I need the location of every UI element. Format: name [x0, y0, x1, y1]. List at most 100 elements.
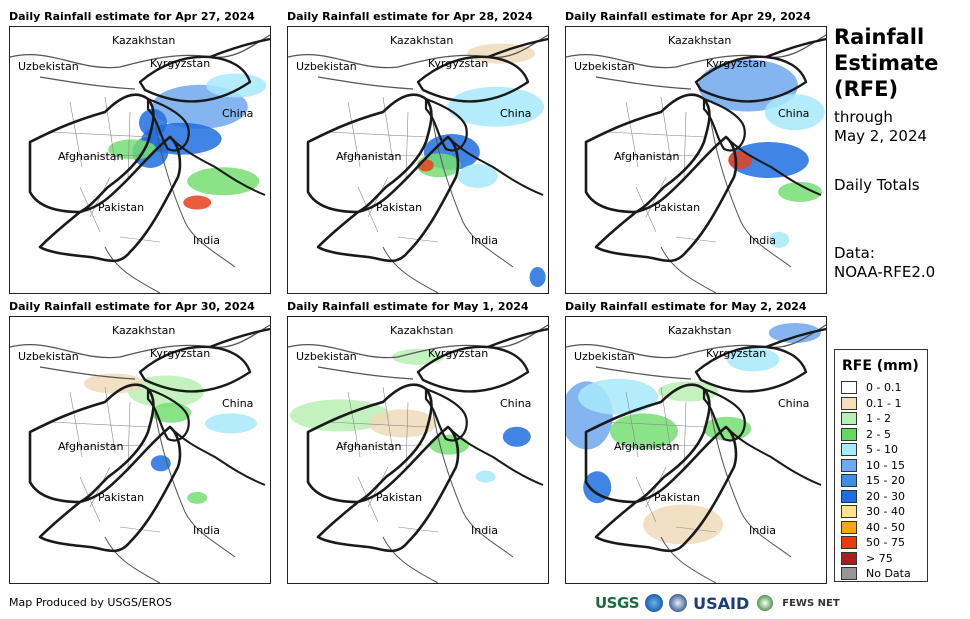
country-border: [169, 426, 266, 486]
rainfall-area: [610, 413, 678, 450]
country-label: India: [193, 234, 220, 247]
legend-swatch: [841, 520, 857, 534]
country-label: Uzbekistan: [574, 60, 635, 73]
legend-label: 1 - 2: [866, 412, 891, 426]
rainfall-area: [467, 43, 536, 64]
legend-label: > 75: [866, 551, 893, 565]
country-border: [154, 411, 236, 558]
country-label: India: [471, 524, 498, 537]
country-label: Kazakhstan: [668, 34, 731, 47]
country-border: [104, 536, 161, 583]
country-border: [10, 324, 270, 359]
country-label: Kazakhstan: [390, 324, 453, 337]
rainfall-area: [206, 73, 267, 98]
legend-swatch: [841, 567, 857, 581]
country-border: [487, 37, 548, 59]
legend-swatch: [841, 396, 857, 410]
country-label: Kyrgyzstan: [706, 347, 766, 360]
legend-swatch: [841, 505, 857, 519]
legend-label: 0.1 - 1: [866, 396, 902, 410]
main-title: Rainfall Estimate (RFE): [834, 24, 938, 102]
legend-item: No Data: [835, 566, 927, 582]
rainfall-area: [583, 471, 612, 504]
legend-swatch: [841, 412, 857, 426]
country-label: Pakistan: [376, 201, 422, 214]
legend-item: 5 - 10: [835, 442, 927, 458]
panel-title: Daily Rainfall estimate for Apr 27, 2024: [9, 10, 255, 23]
legend-label: 15 - 20: [866, 474, 905, 488]
legend-swatch: [841, 551, 857, 565]
totals-label: Daily Totals: [834, 176, 920, 194]
country-label: India: [749, 524, 776, 537]
country-border: [316, 425, 460, 553]
legend-swatch: [841, 536, 857, 550]
through-label: through: [834, 108, 893, 126]
country-border: [432, 121, 514, 268]
title-line: Estimate: [834, 51, 939, 75]
country-border: [49, 386, 161, 533]
rainfall-area: [529, 267, 546, 288]
data-source: NOAA-RFE2.0: [834, 263, 936, 281]
rainfall-area: [416, 153, 461, 178]
rainfall-area: [448, 86, 544, 127]
country-border: [710, 411, 792, 558]
legend-label: 0 - 0.1: [866, 381, 902, 395]
data-label: Data:: [834, 244, 875, 262]
rainfall-area: [769, 231, 790, 248]
legend-label: No Data: [866, 567, 911, 581]
panel-title: Daily Rainfall estimate for Apr 29, 2024: [565, 10, 811, 23]
map-panel-apr27: Kazakhstan Uzbekistan Kyrgyzstan China Afgha…: [9, 26, 271, 294]
map-panel-may1: Kazakhstan Uzbekistan Kyrgyzstan China Afgha…: [287, 316, 549, 584]
country-label: Kyrgyzstan: [428, 57, 488, 70]
country-border: [765, 327, 826, 349]
rainfall-area: [368, 409, 437, 438]
country-border: [566, 324, 826, 359]
country-border: [694, 345, 808, 393]
country-border: [288, 34, 548, 69]
panel-title: Daily Rainfall estimate for Apr 28, 2024: [287, 10, 533, 23]
country-border: [660, 246, 717, 293]
legend-label: 40 - 50: [866, 520, 905, 534]
legend-item: 0.1 - 1: [835, 396, 927, 412]
country-label: Kyrgyzstan: [150, 57, 210, 70]
fewsnet-logo: FEWS NET: [782, 597, 840, 609]
legend-item: 20 - 30: [835, 489, 927, 505]
country-border: [317, 366, 414, 380]
legend-item: 15 - 20: [835, 473, 927, 489]
country-border: [594, 135, 738, 263]
country-label: Uzbekistan: [18, 350, 79, 363]
rainfall-area: [778, 181, 822, 202]
country-border: [725, 426, 822, 486]
panel-title: Daily Rainfall estimate for May 1, 2024: [287, 300, 529, 313]
map-panel-apr30: Kazakhstan Uzbekistan Kyrgyzstan China Afgha…: [9, 316, 271, 584]
country-label: Kazakhstan: [112, 34, 175, 47]
legend-item: 0 - 0.1: [835, 380, 927, 396]
rainfall-area: [502, 426, 531, 447]
legend-item: 10 - 15: [835, 458, 927, 474]
country-border: [765, 37, 826, 59]
legend-item: 1 - 2: [835, 411, 927, 427]
rainfall-area: [150, 455, 171, 472]
country-border: [416, 55, 530, 103]
country-border: [725, 136, 822, 196]
legend-swatch: [841, 458, 857, 472]
country-label: Afghanistan: [614, 440, 680, 453]
country-label: Kyrgyzstan: [428, 347, 488, 360]
country-label: Afghanistan: [58, 150, 124, 163]
country-label: Afghanistan: [614, 150, 680, 163]
rainfall-area: [457, 163, 498, 188]
country-border: [169, 136, 266, 196]
country-border: [447, 426, 544, 486]
rainfall-map: Kazakhstan Uzbekistan Kyrgyzstan China Afgha…: [566, 34, 826, 293]
rainfall-map: Kazakhstan Uzbekistan Kyrgyzstan China Afgha…: [288, 34, 548, 293]
legend-swatch: [841, 381, 857, 395]
country-border: [424, 387, 468, 442]
rainfall-area: [392, 348, 444, 365]
country-label: Kyrgyzstan: [150, 347, 210, 360]
title-line: (RFE): [834, 77, 899, 101]
legend-label: 2 - 5: [866, 427, 891, 441]
country-border: [605, 96, 717, 243]
country-label: Pakistan: [376, 491, 422, 504]
legend-label: 50 - 75: [866, 536, 905, 550]
country-label: India: [471, 234, 498, 247]
